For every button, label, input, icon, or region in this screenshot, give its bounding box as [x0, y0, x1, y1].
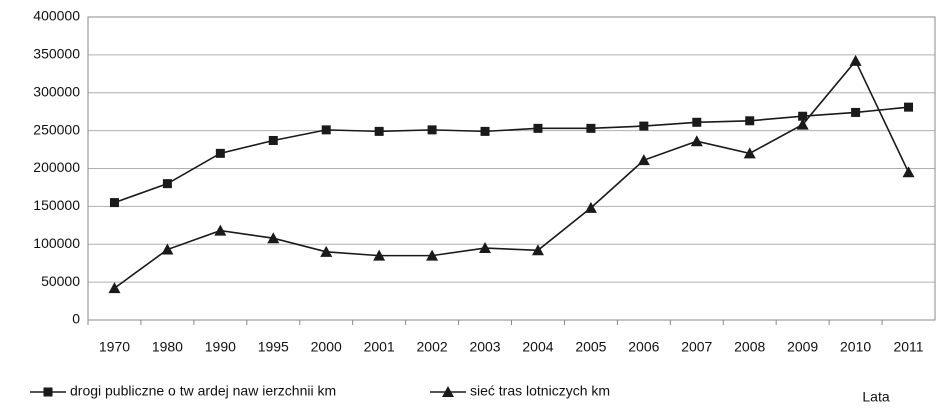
data-point	[162, 179, 172, 189]
data-point	[109, 198, 119, 208]
data-point	[321, 125, 331, 135]
data-point	[584, 201, 597, 213]
data-point	[531, 244, 544, 256]
y-tick-label: 100000	[33, 235, 80, 251]
x-tick-label: 2005	[575, 339, 606, 355]
data-point	[427, 125, 437, 135]
x-tick-label: 2003	[469, 339, 500, 355]
series-line	[114, 106, 909, 204]
y-tick-label: 150000	[33, 197, 80, 213]
data-point	[904, 102, 914, 112]
legend-marker	[442, 386, 454, 397]
data-point	[902, 166, 915, 178]
series-line	[113, 59, 910, 289]
data-point	[743, 147, 756, 159]
x-tick-label: 2009	[787, 339, 818, 355]
x-tick-label: 1980	[152, 339, 183, 355]
data-point	[796, 118, 809, 130]
data-point	[851, 107, 861, 117]
data-point	[849, 54, 862, 66]
data-point	[479, 242, 492, 254]
data-point	[639, 121, 649, 131]
x-axis-label: Lata	[862, 389, 889, 405]
data-point	[374, 126, 384, 136]
data-point	[268, 135, 278, 145]
x-tick-label: 2000	[311, 339, 342, 355]
y-tick-label: 50000	[41, 273, 80, 289]
data-point	[320, 245, 333, 257]
x-tick-label: 1970	[99, 339, 130, 355]
legend-label: drogi publiczne o tw ardej naw ierzchnii…	[70, 383, 336, 399]
data-point	[690, 135, 703, 147]
data-point	[161, 243, 174, 255]
legend-label: sieć tras lotniczych km	[470, 383, 610, 399]
y-tick-label: 300000	[33, 83, 80, 99]
x-tick-label: 1995	[258, 339, 289, 355]
legend-marker	[43, 387, 53, 397]
data-point	[586, 123, 596, 133]
data-point	[108, 282, 121, 294]
data-point	[533, 123, 543, 133]
data-point	[798, 111, 808, 121]
x-tick-label: 2004	[522, 339, 553, 355]
x-tick-label: 2010	[840, 339, 871, 355]
data-point	[745, 116, 755, 126]
data-point	[637, 154, 650, 166]
x-tick-label: 2011	[893, 339, 923, 355]
x-tick-label: 2001	[364, 339, 395, 355]
x-tick-label: 2007	[681, 339, 712, 355]
x-tick-label: 2002	[417, 339, 448, 355]
data-point	[215, 148, 225, 158]
y-tick-label: 400000	[33, 8, 80, 24]
x-tick-label: 1990	[205, 339, 236, 355]
y-tick-label: 350000	[33, 46, 80, 62]
data-point	[214, 224, 227, 236]
data-point	[373, 249, 386, 261]
data-point	[426, 249, 439, 261]
data-point	[480, 126, 490, 136]
y-tick-label: 200000	[33, 159, 80, 175]
y-tick-label: 0	[72, 311, 80, 327]
x-tick-label: 2008	[734, 339, 765, 355]
data-point	[692, 117, 702, 127]
data-point	[267, 232, 280, 244]
y-tick-label: 250000	[33, 121, 80, 137]
x-tick-label: 2006	[628, 339, 659, 355]
